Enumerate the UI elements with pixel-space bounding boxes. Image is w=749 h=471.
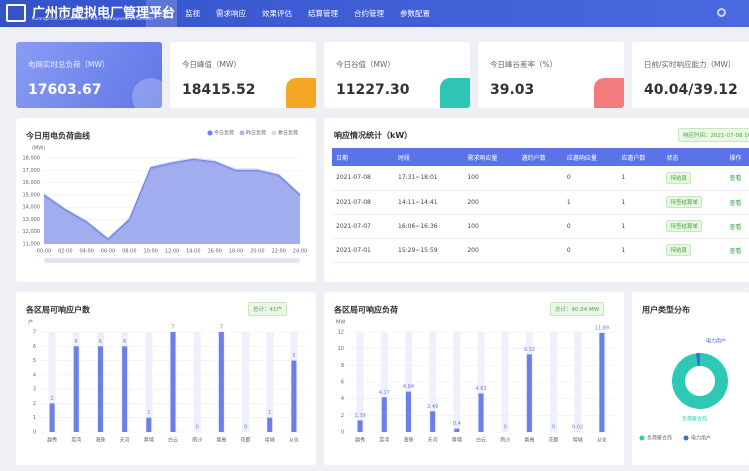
kpi-label: 日前/实时响应能力（MW） — [644, 59, 735, 70]
settings-icon[interactable] — [717, 8, 726, 17]
column-header: 时段 — [394, 148, 463, 166]
kpi-label: 电网实时总负荷（MW） — [28, 59, 109, 70]
kpi-card: 今日峰值（MW） 18415.52 — [170, 42, 316, 108]
kpi-card: 今日峰谷差率（%） 39.03 — [478, 42, 624, 108]
column-header: 状态 — [662, 148, 725, 166]
badge: 总计：40.04 MW — [550, 302, 604, 316]
column-header: 日期 — [332, 148, 394, 166]
status-tag: 待签结算单 — [666, 220, 702, 232]
app-subtitle: Guangzhou Virtual Power Plant Management… — [32, 17, 153, 22]
bar-panel: 总计：40.04 MW — [324, 292, 624, 465]
nav-item[interactable]: 需求响应 — [208, 0, 254, 27]
status-tag: 待签结算单 — [666, 196, 702, 208]
kpi-card: 电网实时总负荷（MW） 17603.67 — [16, 42, 162, 108]
kpi-value: 39.03 — [490, 82, 534, 98]
response-table: 日期时段需求响应量邀约户数应邀响应量应邀户数状态操作2021-07-0817:3… — [332, 148, 749, 263]
kpi-card: 今日谷值（MW） 11227.30 — [324, 42, 470, 108]
table-cell: 1 — [617, 190, 662, 214]
table-row: 2021-07-0814:11~14:41200 11 待签结算单 查看 — [332, 190, 749, 214]
action-link[interactable]: 查看 — [729, 224, 741, 231]
nav-item[interactable]: 效果评估 — [254, 0, 300, 27]
column-header: 应邀响应量 — [563, 148, 617, 166]
status-tag: 待结算 — [666, 172, 691, 184]
column-header: 邀约户数 — [518, 148, 563, 166]
nav-item[interactable]: 监视 — [177, 0, 208, 27]
nav-item[interactable]: 合约管理 — [346, 0, 392, 27]
table-row: 2021-07-0716:06~16:36100 01 待签结算单 查看 — [332, 214, 749, 238]
kpi-value: 11227.30 — [336, 82, 410, 98]
column-header: 应邀户数 — [617, 148, 662, 166]
action-link[interactable]: 查看 — [729, 248, 741, 255]
table-cell: 200 — [463, 190, 517, 214]
kpi-label: 今日谷值（MW） — [336, 59, 395, 70]
line-panel — [16, 118, 316, 282]
table-cell: 0 — [563, 238, 617, 262]
table-cell: 查看 — [725, 238, 749, 262]
table-cell — [518, 238, 563, 262]
column-header: 操作 — [725, 148, 749, 166]
table-title: 响应情况统计（kW） — [334, 130, 412, 141]
table-row: 2021-07-0817:31~18:01100 01 待结算 查看 — [332, 166, 749, 190]
table-cell: 14:11~14:41 — [394, 190, 463, 214]
table-cell: 1 — [617, 214, 662, 238]
table-cell: 16:06~16:36 — [394, 214, 463, 238]
table-cell: 1 — [617, 238, 662, 262]
table-cell: 0 — [563, 166, 617, 190]
table-cell: 200 — [463, 238, 517, 262]
table-cell: 17:31~18:01 — [394, 166, 463, 190]
action-link[interactable]: 查看 — [729, 200, 741, 207]
table-cell: 2021-07-07 — [332, 214, 394, 238]
table-cell — [518, 190, 563, 214]
table-cell: 待结算 — [662, 238, 725, 262]
table-cell: 1 — [617, 166, 662, 190]
kpi-label: 今日峰值（MW） — [182, 59, 241, 70]
kpi-value: 17603.67 — [28, 82, 102, 98]
column-header: 需求响应量 — [463, 148, 517, 166]
table-cell: 待结算 — [662, 166, 725, 190]
table-cell: 2021-07-08 — [332, 166, 394, 190]
table-cell: 待签结算单 — [662, 214, 725, 238]
table-row: 2021-07-0115:29~15:59200 01 待结算 查看 — [332, 238, 749, 262]
kpi-value: 18415.52 — [182, 82, 256, 98]
nav-item[interactable]: 参数配置 — [392, 0, 438, 27]
nav-item[interactable]: 首页 — [146, 0, 177, 27]
kpi-icon — [286, 78, 316, 108]
table-cell: 100 — [463, 166, 517, 190]
action-link[interactable]: 查看 — [729, 175, 741, 182]
nav: 首页监视需求响应效果评估结算管理合约管理参数配置 — [146, 0, 438, 27]
table-cell: 查看 — [725, 190, 749, 214]
table-cell: 2021-07-01 — [332, 238, 394, 262]
header: 广州市虚拟电厂管理平台 Guangzhou Virtual Power Plan… — [0, 0, 749, 27]
kpi-label: 今日峰谷差率（%） — [490, 59, 557, 70]
kpi-icon — [440, 78, 470, 108]
nav-item[interactable]: 结算管理 — [300, 0, 346, 27]
table-cell — [518, 214, 563, 238]
table-cell: 1 — [563, 190, 617, 214]
table-cell: 15:29~15:59 — [394, 238, 463, 262]
table-panel: 响应情况统计（kW） 响应时间：2021-07-08 16:00 日期时段需求响… — [324, 118, 749, 282]
table-cell: 查看 — [725, 166, 749, 190]
kpi-value: 40.04/39.12 — [644, 82, 738, 98]
table-header: 日期时段需求响应量邀约户数应邀响应量应邀户数状态操作 — [332, 148, 749, 166]
table-cell: 待签结算单 — [662, 190, 725, 214]
table-cell — [518, 166, 563, 190]
time-badge: 响应时间：2021-07-08 16:00 — [678, 128, 749, 142]
bar-panel: 总计：41户 — [16, 292, 316, 465]
table-cell: 100 — [463, 214, 517, 238]
status-tag: 待结算 — [666, 244, 691, 256]
kpi-card: 日前/实时响应能力（MW） 40.04/39.12 — [632, 42, 749, 108]
table-cell: 查看 — [725, 214, 749, 238]
table-cell: 0 — [563, 214, 617, 238]
pie-panel — [632, 292, 749, 465]
logo — [6, 4, 26, 22]
kpi-icon — [594, 78, 624, 108]
kpi-icon — [132, 78, 162, 108]
badge: 总计：41户 — [248, 302, 287, 316]
table-cell: 2021-07-08 — [332, 190, 394, 214]
